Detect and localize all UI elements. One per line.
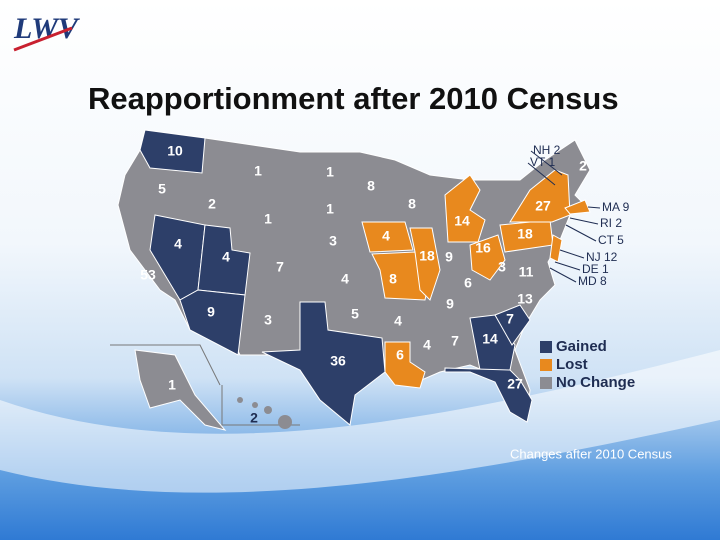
state-label: 2 — [250, 410, 258, 426]
state-label: 7 — [506, 311, 514, 327]
state-label: 8 — [367, 178, 375, 194]
state-label: 13 — [517, 291, 533, 307]
logo-swoosh — [13, 26, 73, 52]
state-label: 4 — [341, 271, 349, 287]
callout-label: NJ 12 — [586, 250, 618, 264]
state-label: 18 — [419, 248, 435, 264]
state-label: 53 — [140, 267, 156, 283]
callout-label: DE 1 — [582, 262, 609, 276]
state-label: 9 — [207, 304, 215, 320]
callout-label: NH 2 — [533, 143, 561, 157]
leader-line — [549, 267, 577, 283]
legend-swatch — [540, 341, 552, 353]
state-label: 1 — [326, 201, 334, 217]
state — [549, 234, 563, 263]
state-label: 1 — [326, 164, 334, 180]
state-label: 18 — [517, 226, 533, 242]
state — [139, 129, 206, 174]
state — [444, 174, 486, 243]
alaska — [134, 349, 227, 431]
state — [564, 199, 591, 215]
leader-line — [554, 261, 581, 271]
state-label: 5 — [158, 181, 166, 197]
state — [444, 367, 533, 423]
legend-swatch — [540, 359, 552, 371]
state — [469, 234, 506, 281]
leader-line — [527, 162, 556, 186]
leader-line — [569, 217, 599, 225]
leader-line — [559, 249, 585, 259]
hawaii — [237, 397, 292, 429]
state — [361, 221, 414, 253]
state-label: 4 — [423, 337, 431, 353]
state-label: 8 — [408, 196, 416, 212]
leader-line — [565, 224, 597, 242]
callout-label: CT 5 — [598, 233, 624, 247]
title: Reapportionment after 2010 Census — [88, 81, 619, 116]
state-label: 16 — [475, 240, 491, 256]
state-label: 10 — [167, 143, 183, 159]
state-label: 5 — [351, 306, 359, 322]
state-label: 3 — [329, 233, 337, 249]
state-label: 7 — [276, 259, 284, 275]
state-label: 2 — [208, 196, 216, 212]
legend-label: Lost — [556, 356, 588, 373]
callout-label: RI 2 — [600, 216, 622, 230]
state-label: 27 — [507, 376, 523, 392]
state-label: 1 — [264, 211, 272, 227]
state-label: 2 — [579, 158, 587, 174]
state-label: 3 — [264, 312, 272, 328]
state-label: 7 — [451, 333, 459, 349]
state-label: 14 — [482, 331, 498, 347]
leader-line — [530, 150, 563, 176]
state — [409, 227, 441, 301]
state-label: 4 — [174, 236, 182, 252]
state-label: 8 — [389, 271, 397, 287]
state-label: 6 — [464, 275, 472, 291]
callout-label: MA 9 — [602, 200, 630, 214]
state-label: 36 — [330, 353, 346, 369]
state-label: 11 — [519, 264, 534, 280]
legend-swatch — [540, 377, 552, 389]
state — [179, 289, 246, 356]
state-label: 6 — [396, 347, 404, 363]
state — [384, 341, 426, 389]
state-label: 4 — [394, 313, 402, 329]
state — [261, 301, 386, 426]
legend-label: No Change — [556, 374, 635, 391]
state-label: 4 — [222, 249, 230, 265]
callout-label: VT 1 — [530, 155, 555, 169]
state-label: 9 — [445, 249, 453, 265]
leader-line — [587, 206, 601, 209]
caption: Changes after 2010 Census — [510, 446, 672, 461]
legend-label: Gained — [556, 338, 607, 355]
state-label: 27 — [535, 198, 551, 214]
state-label: 14 — [454, 213, 470, 229]
swoosh — [0, 350, 720, 493]
state-label: 9 — [446, 296, 454, 312]
state-label: 4 — [382, 228, 390, 244]
state-label: 3 — [498, 259, 506, 275]
inset-frame — [221, 385, 300, 426]
inset-frame — [110, 344, 221, 386]
state — [494, 304, 531, 346]
state-label: 1 — [254, 163, 262, 179]
callout-label: MD 8 — [578, 274, 607, 288]
state-label: 1 — [168, 377, 176, 393]
